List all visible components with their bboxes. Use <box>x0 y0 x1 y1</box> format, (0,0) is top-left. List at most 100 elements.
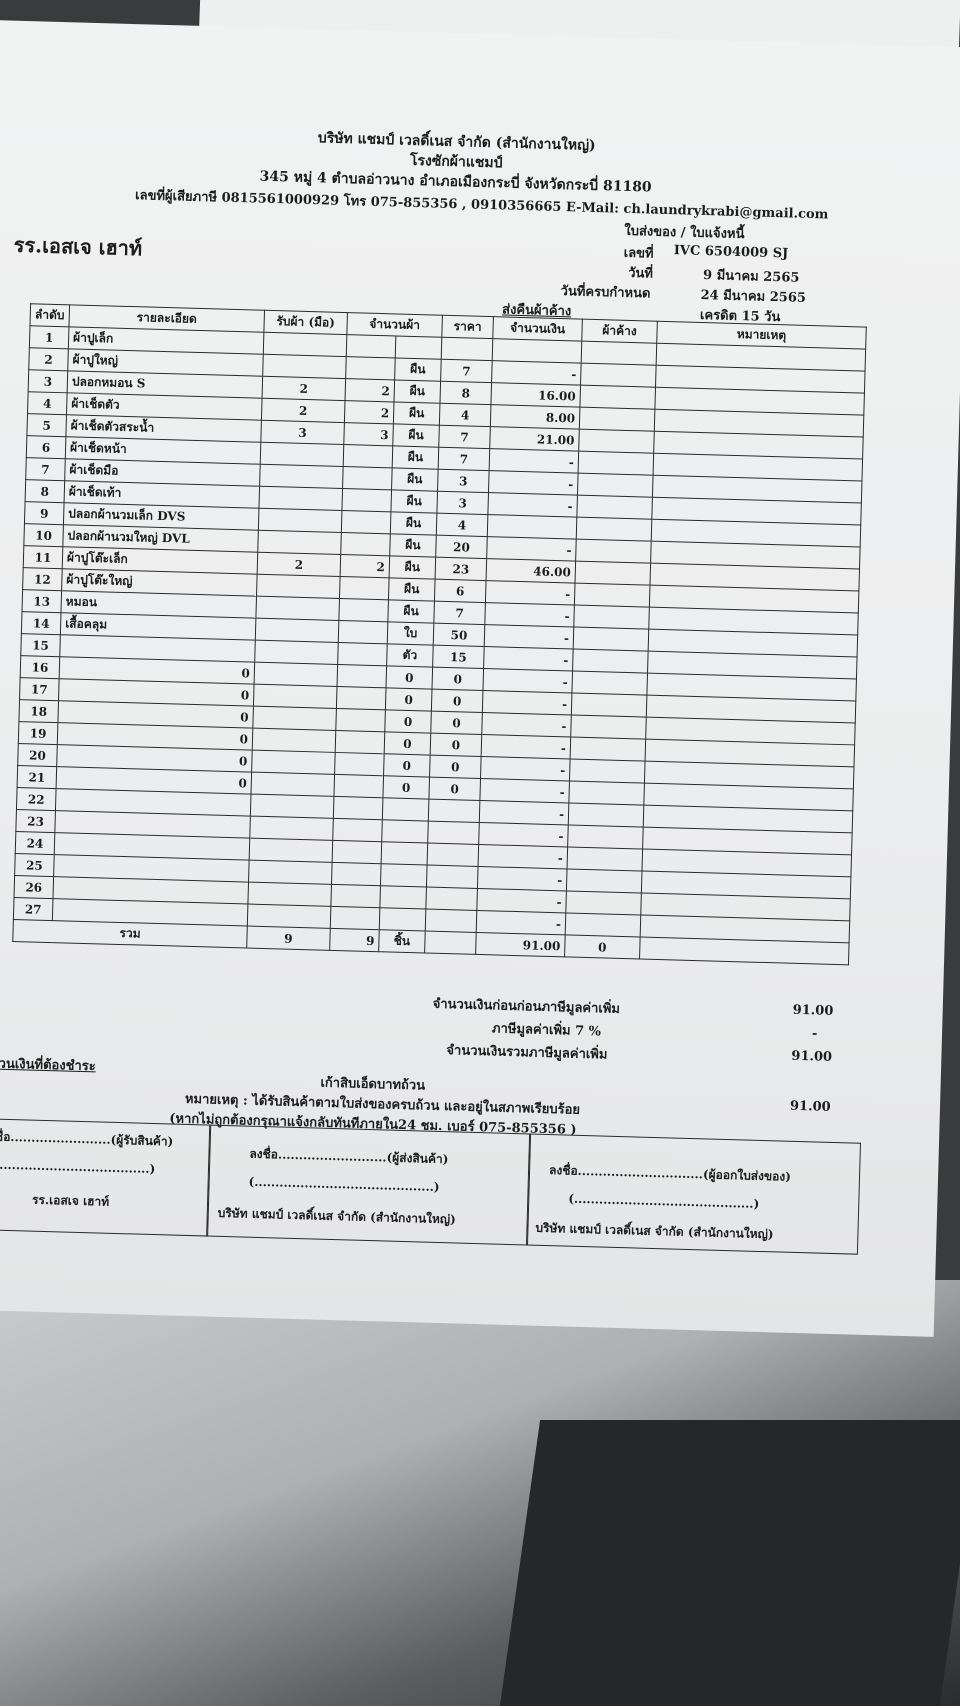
row-received <box>252 728 336 753</box>
sig-line: ลงชื่อ..............................(ผู้… <box>548 1163 792 1184</box>
row-pending <box>577 473 654 498</box>
row-no: 15 <box>20 633 61 657</box>
row-no: 7 <box>25 457 66 481</box>
row-pending <box>565 890 642 916</box>
row-pending <box>568 802 644 828</box>
row-price: 0 <box>430 733 482 757</box>
total-remark <box>639 937 850 965</box>
row-amount: 16.00 <box>490 382 581 408</box>
row-unit <box>379 885 427 910</box>
row-pending <box>568 780 645 806</box>
row-unit: 0 <box>383 753 431 778</box>
col-price: ราคา <box>441 315 494 339</box>
row-received <box>249 838 333 863</box>
row-amount: - <box>487 492 578 518</box>
row-received <box>255 618 339 643</box>
total-pending: 0 <box>564 934 641 960</box>
row-pending <box>570 715 647 740</box>
row-pending <box>573 605 650 630</box>
row-no: 24 <box>15 831 55 855</box>
row-received <box>255 596 340 621</box>
row-qty <box>338 598 389 622</box>
incl-vat-value: 91.00 <box>791 1048 833 1065</box>
before-vat-value: 91.00 <box>792 1002 834 1019</box>
row-price <box>428 799 480 823</box>
total-price <box>424 931 477 955</box>
row-price: 3 <box>436 491 489 515</box>
row-amount: - <box>478 844 568 869</box>
row-received <box>253 684 338 709</box>
row-no: 18 <box>18 699 59 723</box>
row-qty <box>343 444 393 468</box>
row-received <box>254 640 339 665</box>
row-qty: 2 <box>340 554 390 578</box>
row-pending <box>565 912 641 938</box>
items-table: ลำดับ รายละเอียด รับผ้า (มือ) จำนวนผ้า ร… <box>12 303 867 965</box>
row-received: 2 <box>261 398 346 423</box>
row-received <box>250 794 334 819</box>
row-received <box>252 706 337 731</box>
sig-name: (.......................................… <box>248 1174 440 1195</box>
row-no: 16 <box>20 655 60 679</box>
row-pending <box>579 385 656 410</box>
row-unit: ผืน <box>392 445 439 470</box>
floor-shadow <box>499 1420 960 1706</box>
row-no: 22 <box>16 787 57 811</box>
row-pending <box>566 868 642 894</box>
row-unit: 0 <box>385 687 432 712</box>
row-price: 4 <box>439 403 491 427</box>
row-pending <box>576 495 653 520</box>
row-pending <box>580 363 657 388</box>
row-received <box>248 860 333 885</box>
row-price: 20 <box>435 535 488 559</box>
row-price: 0 <box>430 711 483 735</box>
row-unit <box>381 841 428 866</box>
row-price <box>426 865 479 889</box>
row-price <box>425 909 477 933</box>
row-no: 13 <box>21 589 62 613</box>
row-qty <box>340 532 391 556</box>
row-qty: 2 <box>344 400 394 424</box>
row-qty <box>337 664 387 688</box>
row-qty <box>332 818 383 842</box>
row-qty <box>345 356 396 380</box>
row-unit: ผืน <box>393 379 441 404</box>
row-pending <box>576 517 652 542</box>
row-unit: ตัว <box>386 643 434 668</box>
row-qty <box>339 576 390 600</box>
row-unit: 0 <box>384 731 431 756</box>
row-received <box>260 442 344 467</box>
row-amount: - <box>483 646 574 672</box>
row-pending <box>578 429 655 454</box>
row-no: 21 <box>17 765 57 789</box>
row-amount: - <box>481 712 572 737</box>
row-received <box>256 574 341 599</box>
row-price: 15 <box>432 645 485 669</box>
row-qty <box>336 686 387 710</box>
row-qty <box>341 488 392 512</box>
row-no: 26 <box>14 875 54 899</box>
row-amount: 21.00 <box>489 426 580 452</box>
row-amount: - <box>484 624 574 650</box>
row-unit: ผืน <box>393 401 440 426</box>
row-qty <box>338 620 388 644</box>
row-no: 19 <box>18 721 58 745</box>
sig-org: บริษัท แชมป์ เวลดิ์เนส จำกัด (สำนักงานให… <box>535 1220 774 1242</box>
row-received <box>250 772 335 797</box>
doc-date-label: วันที่ <box>627 265 654 282</box>
row-price <box>425 887 478 911</box>
before-vat-label: จำนวนเงินก่อนก่อนภาษีมูลค่าเพิ่ม <box>432 996 621 1017</box>
total-unit: ชิ้น <box>378 929 426 953</box>
row-received <box>251 750 336 775</box>
row-amount <box>492 338 582 364</box>
sig-name: (.......................................… <box>568 1191 760 1211</box>
col-qty: จำนวนผ้า <box>346 312 443 338</box>
row-qty <box>335 730 385 754</box>
row-amount: - <box>476 888 567 913</box>
row-price: 7 <box>433 601 486 625</box>
incl-vat-label: จำนวนเงินรวมภาษีมูลค่าเพิ่ม <box>446 1043 608 1063</box>
sig-line: ลงชื่อ..........................(ผู้ส่งส… <box>249 1146 449 1167</box>
row-qty <box>346 334 396 358</box>
row-pending <box>573 627 649 652</box>
row-amount: - <box>491 360 582 386</box>
